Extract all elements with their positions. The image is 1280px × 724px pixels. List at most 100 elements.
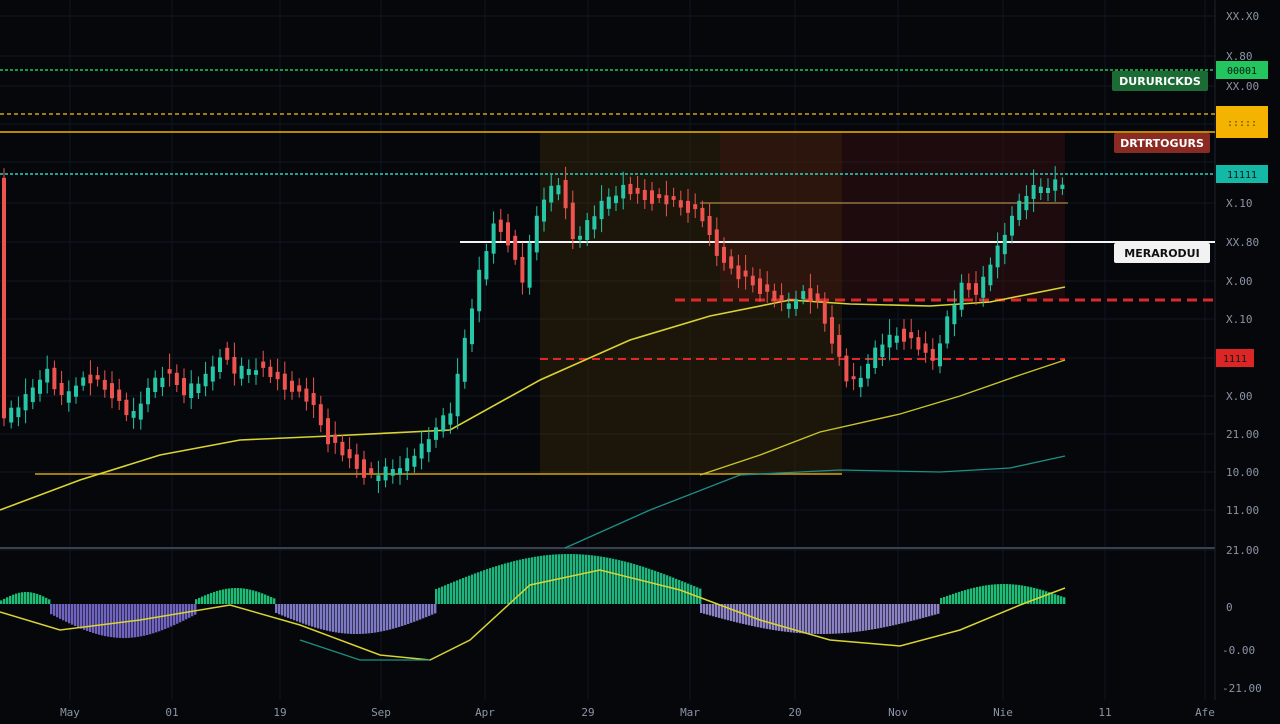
candle-body [232, 357, 237, 374]
histogram-bar [540, 555, 543, 604]
histogram-bar [240, 588, 243, 604]
histogram-bar [739, 604, 742, 624]
level-tag-box [1114, 243, 1210, 263]
candle-body [470, 308, 474, 345]
histogram-bar [201, 596, 204, 604]
histogram-bar [1012, 584, 1015, 604]
candle-body [714, 229, 719, 256]
histogram-bar [459, 579, 462, 604]
price-axis-tag-label: 00001 [1227, 66, 1257, 77]
candle-body [902, 328, 906, 342]
histogram-bar [9, 595, 12, 604]
candle-body [750, 275, 755, 286]
histogram-bar [609, 558, 612, 604]
histogram-bar [441, 586, 444, 604]
histogram-bar [101, 604, 104, 636]
histogram-bar [290, 604, 293, 620]
histogram-bar [92, 604, 95, 633]
histogram-bar [871, 604, 874, 630]
horizontal-levels[interactable] [0, 69, 1215, 475]
histogram-bar [961, 590, 964, 604]
candle-body [419, 443, 424, 459]
histogram-bar [588, 555, 591, 604]
histogram-bar [666, 575, 669, 604]
histogram-bar [1060, 596, 1063, 604]
histogram-bar [293, 604, 296, 621]
histogram-bar [567, 554, 570, 604]
histogram-bar [53, 604, 56, 616]
histogram-bar [636, 564, 639, 604]
histogram-bar [985, 585, 988, 604]
candle-body [578, 235, 582, 240]
histogram-bar [419, 604, 422, 620]
histogram-bar [296, 604, 299, 622]
histogram-bar [435, 589, 438, 604]
time-axis: May 01 19 Sep Apr 29 Mar 20 Nov Nie 11 Afe [60, 706, 1215, 719]
candle-body [261, 361, 266, 368]
candle-body [347, 449, 352, 459]
histogram-bar [549, 554, 552, 604]
histogram-bar [931, 604, 934, 616]
histogram-bar [597, 556, 600, 604]
candle-body [290, 380, 294, 392]
histogram-bar [42, 596, 45, 604]
histogram-bar [528, 557, 531, 604]
histogram-bar [281, 604, 284, 616]
histogram-bar [1003, 584, 1006, 604]
histogram-bar [21, 592, 24, 604]
price-axis-tag-label: 11111 [1227, 170, 1257, 181]
price-zone [540, 132, 842, 474]
histogram-bar [612, 558, 615, 604]
histogram-bar [633, 564, 636, 604]
histogram-bar [222, 589, 225, 604]
histogram-bar [976, 586, 979, 604]
x-tick-label: 11 [1098, 706, 1111, 719]
price-axis: 00001:::::111111111XX.X0X.80XX.00X.10XX.… [1216, 10, 1268, 695]
histogram-bar [877, 604, 880, 629]
price-axis-tag-box [1216, 349, 1254, 367]
candle-body [1053, 179, 1058, 191]
histogram-bar [252, 590, 255, 604]
candle-body [974, 283, 978, 295]
histogram-bar [368, 604, 371, 634]
candle-body [174, 372, 179, 385]
histogram-bar [573, 554, 576, 604]
candle-body [700, 207, 705, 222]
y-tick-label: 11.00 [1226, 504, 1259, 517]
candle-body [707, 216, 712, 235]
level-tag-box [1114, 133, 1210, 153]
histogram-bar [314, 604, 317, 628]
candle-body [59, 383, 64, 396]
candle-body [45, 368, 50, 383]
histogram-bar [543, 555, 546, 604]
histogram-bar [1009, 584, 1012, 604]
histogram-bar [967, 589, 970, 604]
candle-body [74, 385, 78, 397]
histogram-bar [618, 560, 621, 604]
y-tick-label: 10.00 [1226, 466, 1259, 479]
histogram-bar [278, 604, 281, 615]
histogram-bar [68, 604, 71, 624]
histogram-bar [826, 604, 829, 634]
histogram-bar [255, 591, 258, 604]
histogram-bar [86, 604, 89, 631]
histogram-bar [721, 604, 724, 619]
candle-body [844, 355, 849, 382]
histogram-bar [71, 604, 74, 625]
candle-body [592, 216, 597, 230]
histogram-bar [835, 604, 838, 634]
histogram-bar [706, 604, 709, 615]
candle-body [326, 418, 330, 445]
histogram-bar [561, 554, 564, 604]
histogram-bar [395, 604, 398, 628]
histogram-bar [712, 604, 715, 617]
histogram-bar [308, 604, 311, 626]
candle-body [275, 371, 280, 380]
histogram-bar [865, 604, 868, 631]
histogram-bar [501, 564, 504, 604]
histogram-bar [606, 557, 609, 604]
histogram-bar [284, 604, 287, 617]
candle-body [182, 378, 186, 396]
